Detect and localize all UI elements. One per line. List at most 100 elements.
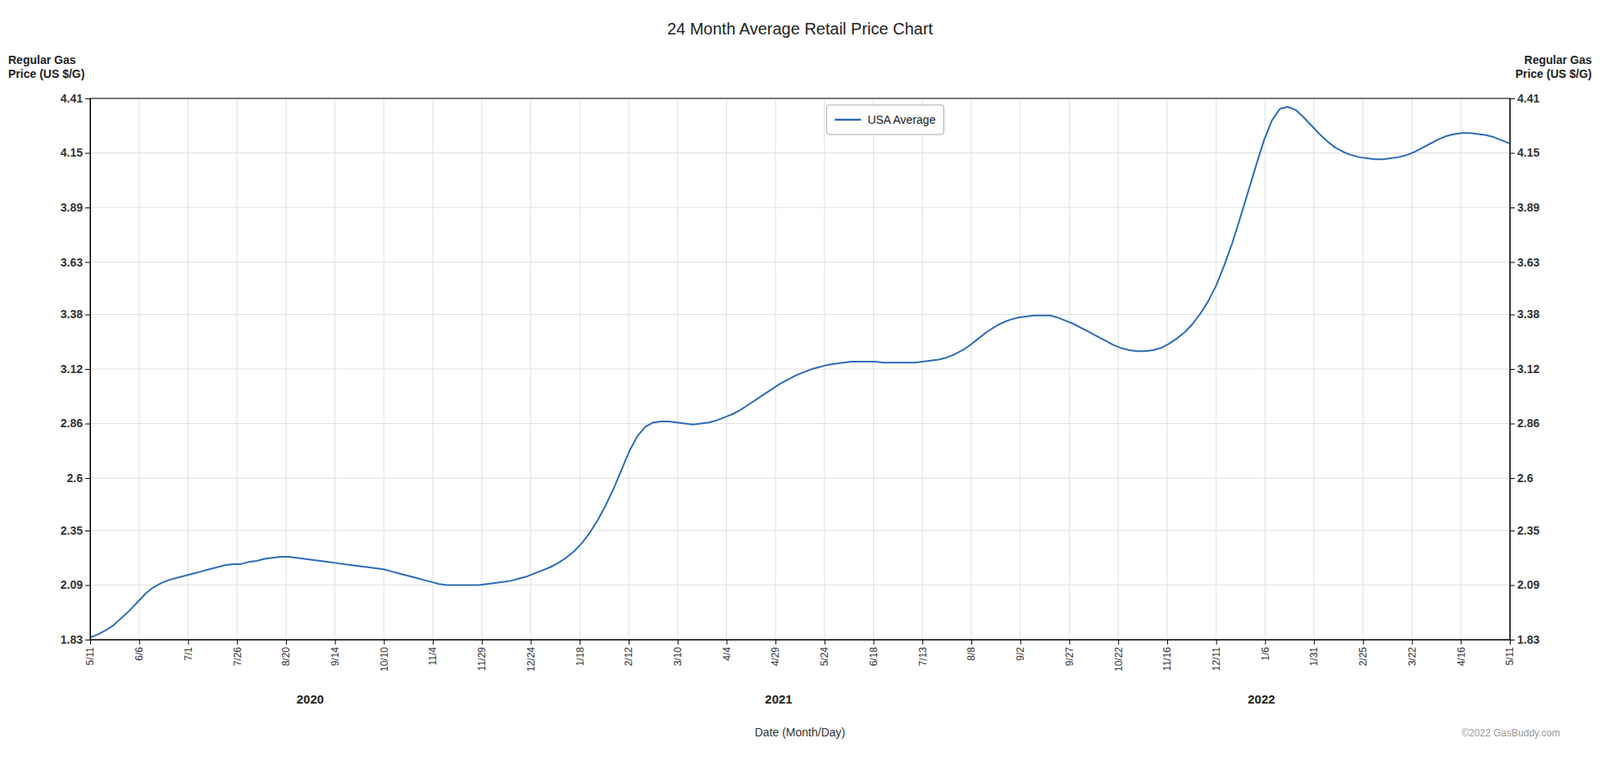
x-axis: 5/116/67/17/268/209/1410/1011/411/2912/2…	[84, 639, 1516, 672]
x-tick-label: 2/25	[1357, 646, 1369, 667]
y2-tick: 3.89	[1509, 200, 1540, 214]
grid-line-x	[775, 98, 777, 640]
x-tick-mark	[286, 639, 287, 645]
y-tick: 4.15	[60, 145, 91, 160]
y-tick-label: 3.89	[60, 200, 83, 214]
x-tick-mark	[531, 639, 532, 645]
y2-tick: 2.35	[1509, 523, 1540, 537]
marks	[90, 106, 1510, 637]
x-tick-label: 5/11	[84, 646, 96, 666]
y2-tick-label: 4.15	[1517, 145, 1540, 160]
x-tick-label: 8/8	[965, 646, 978, 661]
y2-tick-label: 3.89	[1517, 200, 1540, 214]
y-tick-label: 3.12	[60, 362, 83, 376]
grid-line-x	[187, 98, 189, 640]
grid-line-x	[1118, 98, 1119, 640]
x-tick: 1/31	[1308, 639, 1320, 666]
y-tick-label: 2.35	[60, 523, 83, 537]
y2-axis: 1.832.092.352.62.863.123.383.633.894.154…	[1509, 91, 1540, 646]
legend-item: USA Average	[834, 113, 936, 127]
grid-line-y	[90, 422, 1510, 424]
y-tick: 2.35	[60, 523, 91, 537]
y-tick-mark	[85, 639, 91, 641]
grid-line-x	[677, 98, 678, 640]
grid-line-y	[90, 313, 1510, 315]
x-tick-mark	[1216, 639, 1218, 645]
y2-tick: 3.38	[1509, 307, 1540, 321]
y-tick-mark	[85, 368, 91, 370]
x-tick-label: 8/20	[280, 646, 292, 667]
x-tick-label: 4/29	[769, 646, 782, 667]
x-axis-label: Date (Month/Day)	[754, 725, 846, 739]
x-tick-mark	[335, 639, 337, 645]
x-tick-label: 11/16	[1161, 646, 1173, 671]
y-tick-mark	[85, 584, 91, 586]
x-tick: 12/24	[525, 639, 537, 672]
line-series	[90, 106, 1510, 637]
grid-line-x	[383, 98, 385, 640]
y-tick-label: 2.09	[60, 577, 83, 591]
x-tick: 10/10	[378, 639, 391, 672]
y-tick-mark	[85, 207, 91, 209]
grid-line-x	[481, 98, 482, 640]
y2-tick-mark	[1509, 262, 1515, 264]
footnote: ©2022 GasBuddy.com	[1461, 727, 1560, 739]
y2-tick-mark	[1509, 477, 1515, 479]
axis-domain	[85, 99, 91, 641]
x-tick: 9/27	[1063, 639, 1076, 666]
y-tick-label: 1.83	[60, 632, 83, 646]
grid-line-y	[90, 368, 1510, 370]
x-tick: 6/6	[133, 639, 146, 661]
x-tick-mark	[139, 639, 141, 645]
x-tick-label: 5/11	[1504, 646, 1516, 666]
y2-tick-label: 2.86	[1517, 416, 1540, 430]
x-tick-label: 1/6	[1259, 646, 1272, 661]
grid-line-y	[90, 529, 1510, 531]
x-tick-label: 7/1	[182, 646, 195, 661]
x-tick-label: 12/11	[1210, 646, 1223, 671]
x-tick: 10/22	[1113, 639, 1125, 672]
x-tick-mark	[1460, 639, 1462, 645]
x-tick: 2/25	[1357, 639, 1369, 666]
y-tick-label: 3.63	[60, 255, 83, 269]
x-tick: 5/24	[818, 639, 831, 666]
y2-tick-mark	[1509, 423, 1515, 425]
grid-line-y	[90, 261, 1510, 263]
x-tick-mark	[726, 639, 728, 645]
x-tick-mark	[971, 639, 973, 645]
y2-tick: 1.83	[1509, 632, 1540, 646]
grid-line-x	[334, 98, 336, 640]
y2-tick-mark	[1509, 313, 1515, 315]
x-tick: 6/18	[868, 639, 880, 666]
y-tick: 2.09	[60, 577, 91, 591]
x-tick: 5/11	[1504, 639, 1516, 665]
x-tick: 9/2	[1014, 639, 1027, 661]
x-tick-mark	[1020, 639, 1022, 645]
x-tick-label: 3/10	[672, 646, 684, 667]
x-tick: 4/29	[769, 639, 782, 666]
legend-label: USA Average	[867, 113, 936, 127]
x-tick: 8/20	[280, 639, 292, 666]
x-tick-label: 7/13	[917, 646, 929, 667]
x-tick: 7/1	[182, 639, 195, 661]
x-tick-mark	[677, 639, 679, 645]
x-tick-label: 1/31	[1308, 646, 1320, 667]
y-tick: 4.41	[60, 91, 91, 105]
grid-line-x	[1166, 98, 1168, 640]
title: 24 Month Average Retail Price Chart	[667, 19, 934, 38]
y2-tick: 2.86	[1509, 416, 1540, 430]
y2-tick: 3.12	[1509, 362, 1540, 376]
x-tick: 3/10	[672, 639, 684, 666]
x-tick-label: 10/22	[1113, 646, 1125, 672]
x-tick-mark	[628, 639, 630, 645]
x-tick-mark	[1412, 639, 1414, 645]
y2-tick: 4.15	[1509, 145, 1540, 160]
grid-line-x	[530, 98, 532, 640]
y-tick-mark	[85, 423, 91, 425]
y-tick-label: 3.38	[60, 307, 83, 321]
x-tick-label: 3/22	[1406, 646, 1419, 667]
grid-line-x	[971, 98, 973, 640]
grid-line-x	[432, 98, 434, 640]
x-tick-label: 7/26	[231, 646, 244, 667]
y2-tick-label: 1.83	[1517, 632, 1540, 646]
